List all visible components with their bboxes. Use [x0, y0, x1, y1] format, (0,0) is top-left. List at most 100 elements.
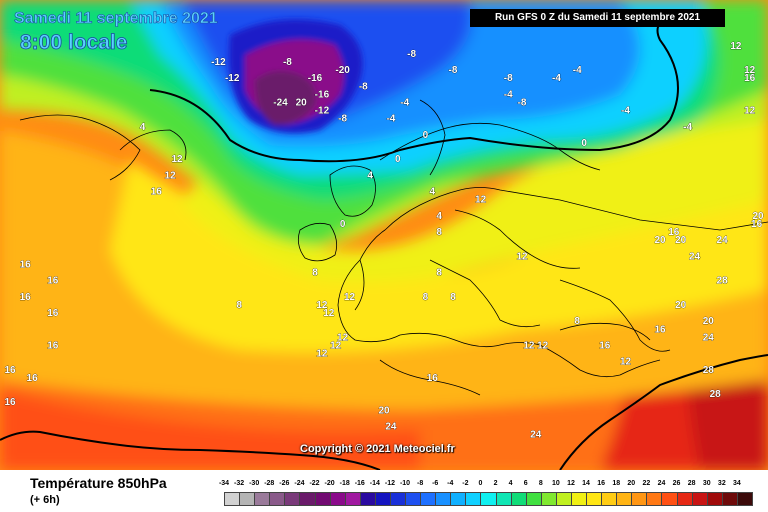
legend-swatch — [736, 492, 753, 506]
map-temperature-label: 12 — [344, 292, 356, 303]
legend-swatch — [510, 492, 527, 506]
map-temperature-label: 16 — [654, 324, 666, 335]
legend-swatch — [284, 492, 301, 506]
legend-tick-label: 26 — [672, 480, 681, 487]
map-temperature-label: -8 — [283, 57, 292, 68]
legend-tick-label: -4 — [447, 480, 454, 487]
parameter-label: Température 850hPa — [30, 475, 167, 491]
map-temperature-label: 12 — [523, 341, 535, 352]
legend-swatch — [570, 492, 588, 506]
map-temperature-label: 16 — [744, 73, 756, 84]
map-temperature-label: 12 — [171, 154, 183, 165]
map-temperature-label: 12 — [316, 300, 328, 311]
legend-tick-label: 4 — [508, 480, 513, 487]
legend-tick-label: -24 — [294, 480, 305, 487]
legend-tick-label: 12 — [567, 480, 575, 487]
forecast-time-title: 8:00 locale — [20, 31, 128, 55]
map-temperature-label: 12 — [537, 341, 549, 352]
map-temperature-label: 16 — [27, 373, 39, 384]
legend-tick-label: -14 — [369, 480, 380, 487]
map-temperature-label: -12 — [225, 73, 240, 84]
legend-tick-label: -8 — [416, 480, 424, 487]
legend-swatch — [314, 492, 331, 506]
legend-tick-label: 8 — [538, 480, 543, 487]
legend-footer: Température 850hPa (+ 6h) -34 -32 -30 -28 -2… — [0, 470, 768, 512]
map-temperature-label: 0 — [581, 138, 587, 149]
map-temperature-label: 20 — [675, 235, 687, 246]
legend-tick-label: -10 — [399, 480, 411, 487]
legend-swatch — [254, 492, 271, 506]
map-temperature-label: 20 — [378, 405, 390, 416]
map-temperature-label: 20 — [703, 316, 715, 327]
legend-swatch — [269, 492, 286, 506]
map-temperature-label: 8 — [436, 227, 442, 238]
map-temperature-label: 16 — [4, 365, 16, 376]
map-temperature-label: 16 — [599, 341, 611, 352]
map-temperature-label: -4 — [683, 122, 692, 133]
legend-tick-label: 0 — [478, 480, 483, 487]
map-temperature-label: -24 — [273, 98, 288, 109]
map-temperature-label: 16 — [151, 187, 163, 198]
legend-tick-label: -34 — [218, 480, 230, 487]
map-temperature-label: 0 — [395, 154, 401, 165]
legend-swatch — [676, 492, 693, 506]
legend-tick-label: 32 — [717, 480, 726, 487]
legend-swatch — [721, 492, 738, 506]
legend-tick-label: 34 — [733, 480, 741, 487]
map-temperature-label: 24 — [530, 430, 542, 441]
legend-swatch — [601, 492, 618, 506]
map-temperature-label: 20 — [654, 235, 666, 246]
map-temperature-label: 4 — [140, 122, 146, 133]
legend-swatch — [586, 492, 603, 506]
map-temperature-label: 12 — [323, 308, 335, 319]
map-temperature-label: 24 — [717, 235, 729, 246]
map-temperature-label: 24 — [689, 251, 701, 262]
map-temperature-label: 12 — [165, 170, 177, 181]
map-temperature-label: 16 — [20, 292, 32, 303]
legend-swatch — [239, 492, 256, 506]
map-temperature-label: 16 — [668, 227, 680, 238]
legend-swatch — [224, 492, 241, 506]
legend-swatch — [450, 492, 467, 506]
map-temperature-label: -4 — [504, 89, 513, 100]
legend-swatch — [616, 492, 633, 506]
legend-tick-label: 28 — [687, 480, 696, 487]
map-temperature-label: 28 — [710, 389, 722, 400]
legend-swatch — [495, 492, 512, 506]
legend-tick-label: -12 — [384, 480, 395, 487]
map-temperature-label: -12 — [315, 106, 330, 117]
isotherm-lines — [0, 9, 768, 470]
legend-tick-label: 2 — [493, 480, 498, 487]
legend-swatch — [540, 492, 557, 506]
legend-swatch — [465, 492, 482, 506]
map-temperature-label: 16 — [427, 373, 439, 384]
map-temperature-label: 12 — [337, 332, 349, 343]
legend-tick-label: -28 — [264, 480, 275, 487]
map-temperature-label: 12 — [475, 195, 487, 206]
map-temperature-label: 12 — [330, 341, 342, 352]
map-temperature-label: 8 — [450, 292, 456, 303]
map-temperature-label: 20 — [675, 300, 687, 311]
map-temperature-label: -8 — [449, 65, 458, 76]
map-temperature-label: -8 — [518, 98, 527, 109]
legend-swatch — [374, 492, 391, 506]
map-temperature-label: 12 — [730, 41, 742, 52]
legend-swatch — [661, 492, 678, 506]
legend-tick-label: -2 — [462, 480, 469, 487]
legend-tick-label: -26 — [279, 480, 290, 487]
map-temperature-label: -4 — [552, 73, 561, 84]
legend-tick-label: 22 — [642, 480, 651, 487]
legend-tick-label: -22 — [309, 480, 320, 487]
map-temperature-label: -8 — [338, 114, 347, 125]
legend-swatch — [389, 492, 407, 506]
coastlines — [19, 99, 768, 396]
legend-swatch — [359, 492, 376, 506]
map-temperature-label: 0 — [423, 130, 429, 141]
temperature-map: -12 -12 -8 -16 -20 -16 -12 -24 20 -8 -8 -8 -8 -4 -4 0 0 4… — [0, 0, 768, 470]
map-temperature-label: 8 — [236, 300, 242, 311]
map-temperature-label: -4 — [386, 114, 395, 125]
color-scale-bar — [224, 492, 753, 506]
legend-swatch — [329, 492, 346, 506]
legend-swatch — [706, 492, 723, 506]
map-temperature-label: -16 — [315, 89, 330, 100]
